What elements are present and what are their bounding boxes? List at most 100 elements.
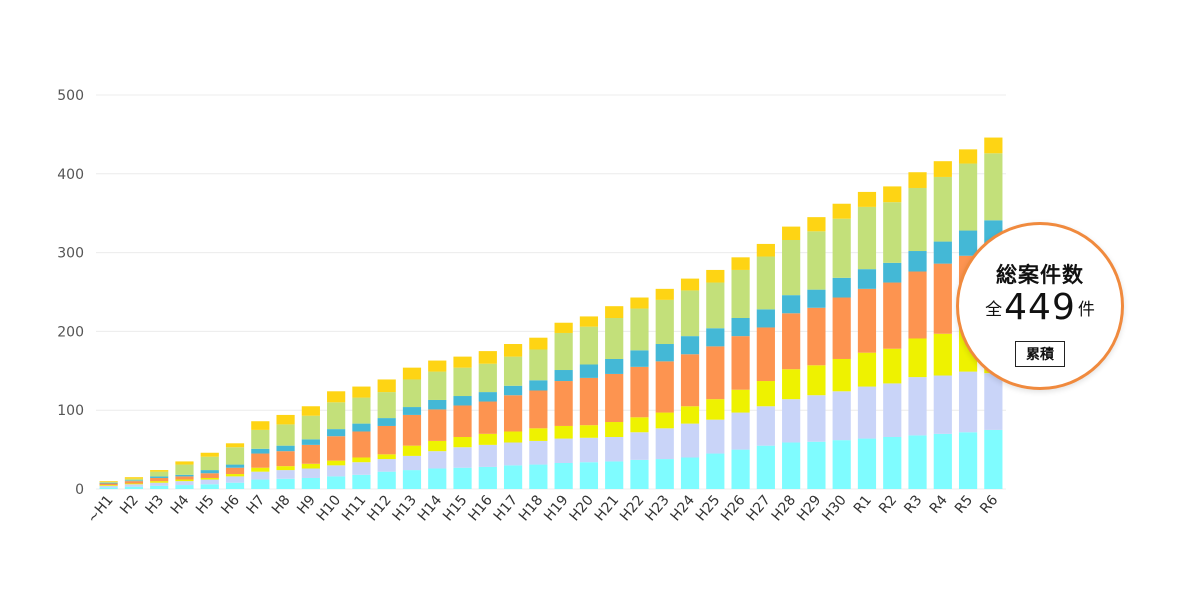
y-tick-label: 100 — [57, 403, 84, 419]
bar-segment-orange — [402, 414, 422, 446]
bar-segment-cyan — [225, 482, 245, 489]
bar-segment-cyan — [832, 440, 851, 489]
bar-segment-orange — [225, 467, 245, 475]
bar-segment-green — [655, 299, 674, 345]
bar-segment-lavender — [706, 419, 725, 454]
bar-segment-gold — [453, 356, 472, 368]
bar-segment-cyan — [503, 465, 523, 489]
bar-segment-lavender — [150, 482, 169, 486]
bar-segment-blue — [200, 470, 219, 474]
bars — [99, 137, 1003, 489]
bar-segment-blue — [124, 480, 144, 482]
bar-segment-blue — [731, 318, 750, 337]
bar-segment-green — [503, 356, 523, 386]
bar-segment-green — [276, 424, 295, 446]
bar-segment-green — [958, 163, 978, 231]
bar-segment-gold — [984, 137, 1003, 154]
bar-segment-yellow — [857, 352, 877, 387]
bar-segment-gold — [428, 360, 447, 372]
bar-segment-yellow — [327, 460, 346, 466]
bar-segment-orange — [503, 395, 523, 432]
bar-segment-blue — [150, 476, 169, 478]
bar-segment-lavender — [377, 459, 396, 472]
bar-segment-lavender — [731, 412, 750, 450]
bar-segment-gold — [706, 269, 725, 283]
bar-segment-blue — [175, 474, 194, 477]
bar-segment-lavender — [175, 481, 194, 486]
bar-segment-blue — [554, 370, 573, 382]
bar-segment-gold — [503, 344, 523, 357]
bar-segment-blue — [908, 251, 927, 272]
bar-segment-lavender — [99, 485, 118, 488]
bar-segment-cyan — [402, 470, 422, 489]
bar-segment-gold — [731, 257, 750, 270]
bar-segment-yellow — [225, 474, 245, 477]
bar-segment-yellow — [99, 485, 118, 486]
bar-segment-cyan — [301, 477, 320, 489]
x-tick-label: H11 — [339, 492, 369, 524]
bar-segment-gold — [807, 217, 826, 232]
bar-segment-gold — [327, 391, 346, 403]
bar-segment-blue — [579, 364, 599, 378]
bar-segment-green — [883, 202, 902, 263]
bar-segment-cyan — [99, 487, 118, 489]
bar-segment-green — [529, 349, 548, 381]
bar-segment-blue — [857, 269, 877, 289]
bar-segment-lavender — [655, 428, 674, 460]
x-tick-label: H22 — [617, 492, 647, 524]
bar-segment-gold — [150, 470, 169, 472]
bar-segment-blue — [99, 482, 118, 484]
x-tick-label: H16 — [465, 492, 496, 524]
bar-segment-orange — [529, 390, 548, 429]
x-tick-label: H3 — [143, 492, 168, 517]
bar-segment-blue — [832, 277, 851, 298]
bar-segment-orange — [756, 327, 775, 382]
bar-segment-gold — [605, 306, 624, 318]
badge-suffix: 件 — [1077, 300, 1095, 320]
bar-segment-yellow — [908, 338, 927, 378]
x-axis: ~H1 H2 H3 H4 H5 H6 H7 H8 H9H10H11H12H13H14H15H16… — [84, 492, 1001, 526]
bar-segment-orange — [857, 288, 877, 353]
bar-segment-yellow — [175, 479, 194, 482]
bar-segment-green — [175, 464, 194, 475]
bar-segment-lavender — [124, 484, 144, 487]
bar-segment-green — [706, 282, 725, 329]
bar-segment-green — [478, 363, 497, 393]
bar-segment-green — [605, 318, 624, 359]
bar-segment-gold — [301, 406, 320, 416]
grid-lines — [96, 94, 1006, 490]
bar-segment-orange — [352, 431, 371, 458]
bar-segment-lavender — [428, 451, 447, 469]
y-tick-label: 200 — [57, 324, 84, 340]
bar-segment-cyan — [200, 484, 219, 489]
x-tick-label: H12 — [364, 492, 394, 524]
bar-segment-orange — [731, 336, 750, 390]
bar-segment-orange — [478, 401, 497, 434]
bar-segment-yellow — [579, 425, 599, 438]
bar-segment-blue — [402, 407, 422, 415]
bar-segment-green — [453, 367, 472, 397]
bar-segment-green — [352, 397, 371, 424]
bar-segment-yellow — [478, 433, 497, 445]
x-tick-label: ~H1 — [84, 492, 116, 526]
y-tick-label: 500 — [57, 88, 84, 104]
bar-segment-gold — [251, 421, 270, 430]
bar-segment-yellow — [706, 399, 725, 420]
bar-segment-gold — [857, 191, 877, 207]
bar-segment-blue — [251, 448, 270, 454]
bar-segment-orange — [301, 444, 320, 464]
bar-segment-gold — [352, 386, 371, 398]
bar-segment-cyan — [554, 463, 573, 489]
bar-segment-gold — [832, 203, 851, 219]
bar-segment-gold — [377, 379, 396, 393]
bar-segment-blue — [529, 380, 548, 391]
bar-segment-blue — [756, 309, 775, 328]
bar-segment-lavender — [630, 432, 649, 460]
bar-segment-yellow — [428, 440, 447, 452]
bar-segment-orange — [908, 271, 927, 339]
badge-prefix: 全 — [985, 300, 1003, 320]
bar-segment-cyan — [680, 457, 700, 489]
bar-segment-yellow — [731, 389, 750, 413]
bar-segment-green — [150, 471, 169, 477]
